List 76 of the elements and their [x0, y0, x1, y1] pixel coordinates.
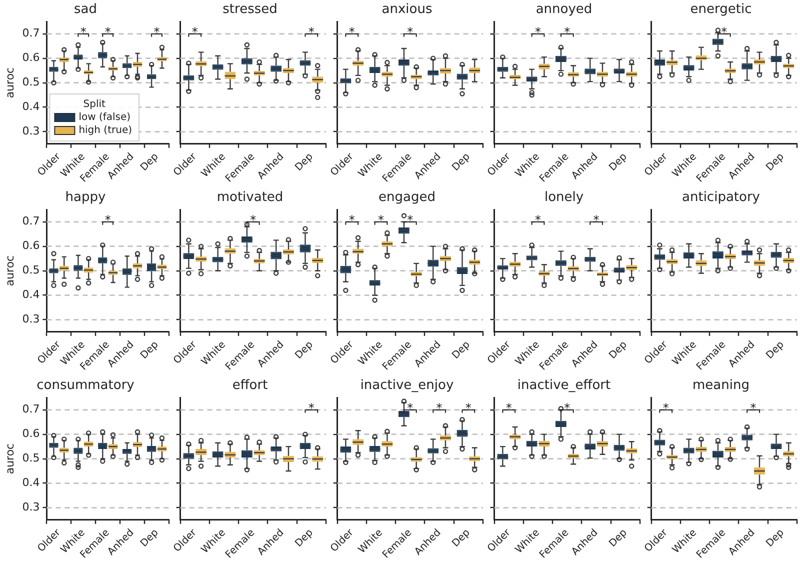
- chart-title: anxious: [382, 2, 432, 18]
- x-tick-label: Dep: [764, 151, 786, 174]
- x-tick-label: Dep: [138, 339, 161, 362]
- x-tick-label: Dep: [607, 151, 630, 174]
- annotation: *: [407, 24, 414, 39]
- annotation: *: [535, 24, 542, 39]
- annotation: *: [192, 24, 198, 39]
- y-tick-label: 0.7: [22, 214, 40, 228]
- y-tick-label: 0.4: [22, 476, 40, 490]
- annotation: *: [662, 400, 669, 415]
- x-tick-label: Dep: [293, 151, 316, 174]
- annotation: *: [154, 24, 160, 39]
- y-tick-label: 0.7: [22, 26, 40, 40]
- chart-title: stressed: [222, 2, 278, 18]
- annotation: *: [378, 212, 384, 227]
- y-tick-label: 0.3: [22, 500, 40, 514]
- annotation: *: [564, 24, 570, 39]
- x-tick-label: Dep: [138, 151, 161, 174]
- annotation: *: [308, 24, 314, 39]
- annotation: *: [750, 400, 756, 415]
- chart-title: energetic: [690, 2, 752, 18]
- y-tick-label: 0.4: [22, 100, 40, 114]
- y-tick-label: 0.7: [22, 402, 40, 416]
- annotation: *: [721, 24, 728, 39]
- x-tick-label: Dep: [138, 527, 161, 550]
- annotation: *: [593, 212, 600, 227]
- x-tick-label: Dep: [293, 339, 316, 362]
- x-tick-label: Dep: [607, 339, 630, 362]
- y-tick-label: 0.6: [22, 51, 40, 64]
- x-tick-label: Dep: [450, 527, 472, 550]
- chart-title: effort: [232, 378, 268, 394]
- annotation: *: [104, 24, 111, 39]
- chart-title: motivated: [216, 190, 284, 206]
- x-tick-label: Dep: [450, 151, 472, 174]
- chart-title: consummatory: [36, 378, 135, 394]
- annotation: *: [564, 400, 570, 415]
- x-tick-label: Dep: [450, 339, 472, 362]
- annotation: *: [535, 212, 542, 227]
- y-tick-label: 0.4: [22, 288, 40, 302]
- y-tick-label: 0.5: [22, 76, 40, 89]
- y-tick-label: 0.5: [22, 264, 40, 277]
- x-tick-label: Dep: [293, 527, 316, 550]
- chart-title: anticipatory: [682, 190, 760, 206]
- chart-title: lonely: [544, 190, 584, 206]
- y-axis-title: auroc: [3, 443, 16, 474]
- y-tick-label: 0.6: [22, 239, 40, 252]
- y-tick-label: 0.5: [22, 452, 40, 465]
- chart-title: inactive_effort: [517, 378, 611, 394]
- chart-title: engaged: [378, 190, 436, 206]
- x-tick-label: Dep: [764, 339, 786, 362]
- annotation: *: [80, 24, 86, 39]
- y-tick-label: 0.3: [22, 312, 40, 326]
- annotation: *: [250, 212, 256, 227]
- annotation: *: [348, 24, 355, 39]
- chart-title: inactive_enjoy: [360, 378, 454, 394]
- y-tick-label: 0.3: [22, 124, 40, 138]
- annotation: *: [104, 212, 111, 227]
- y-axis-title: auroc: [3, 67, 16, 98]
- annotation: *: [407, 400, 414, 415]
- legend-label: high (true): [78, 125, 132, 136]
- chart-title: sad: [74, 2, 97, 18]
- chart-title: annoyed: [536, 2, 592, 18]
- annotation: *: [407, 212, 414, 227]
- annotation: *: [348, 212, 355, 227]
- annotation: *: [436, 400, 442, 415]
- legend-title: Split: [83, 99, 106, 110]
- x-tick-label: Dep: [764, 527, 786, 550]
- y-tick-label: 0.6: [22, 427, 40, 440]
- annotation: *: [308, 400, 314, 415]
- annotation: *: [465, 400, 472, 415]
- chart-title: meaning: [692, 378, 750, 394]
- chart-title: happy: [65, 190, 106, 206]
- x-tick-label: Dep: [607, 527, 630, 550]
- y-axis-title: auroc: [3, 255, 16, 286]
- legend-label: low (false): [78, 112, 131, 124]
- annotation: *: [506, 400, 512, 415]
